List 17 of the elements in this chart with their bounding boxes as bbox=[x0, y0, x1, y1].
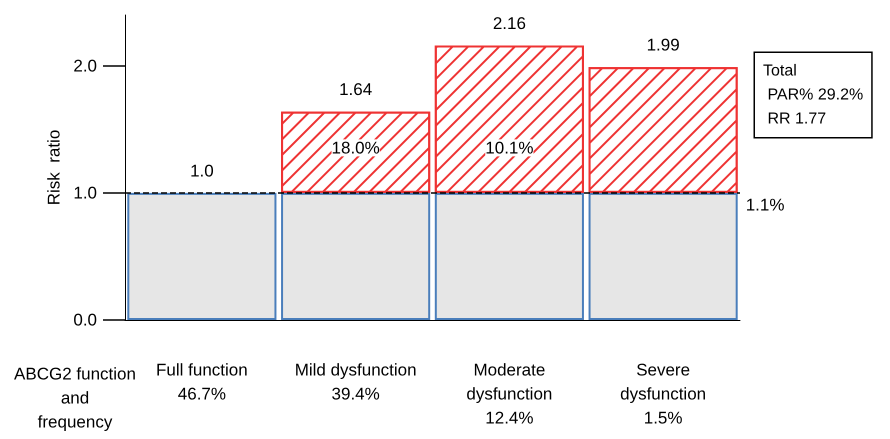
total-label: 1.99 bbox=[646, 36, 680, 55]
total-label: 2.16 bbox=[492, 14, 526, 33]
annotation: 18.0% bbox=[332, 138, 380, 158]
total-label: 1.64 bbox=[339, 80, 372, 100]
total-label: 1.0 bbox=[190, 161, 214, 180]
y-tick-label: 0.0 bbox=[73, 310, 97, 330]
y-tick-label: 2.0 bbox=[73, 56, 97, 76]
x-tick-label: Mild dysfunction 39.4% bbox=[294, 360, 417, 404]
x-tick-label: Severe dysfunction 1.5% bbox=[620, 360, 706, 428]
annotation: 10.1% bbox=[485, 138, 534, 158]
text: 1.1% bbox=[746, 195, 784, 214]
x-tick-label: Moderate dysfunction 12.4% bbox=[466, 360, 552, 428]
x-axis-title: ABCG2 function and frequency bbox=[14, 364, 136, 432]
x-tick-label: Full function 46.7% bbox=[156, 360, 248, 404]
y-tick-label: 1.0 bbox=[73, 183, 97, 202]
text: Total PAR% 29.2% RR 1.77 bbox=[763, 62, 864, 128]
y-axis-title: Risk ratio bbox=[44, 130, 64, 206]
